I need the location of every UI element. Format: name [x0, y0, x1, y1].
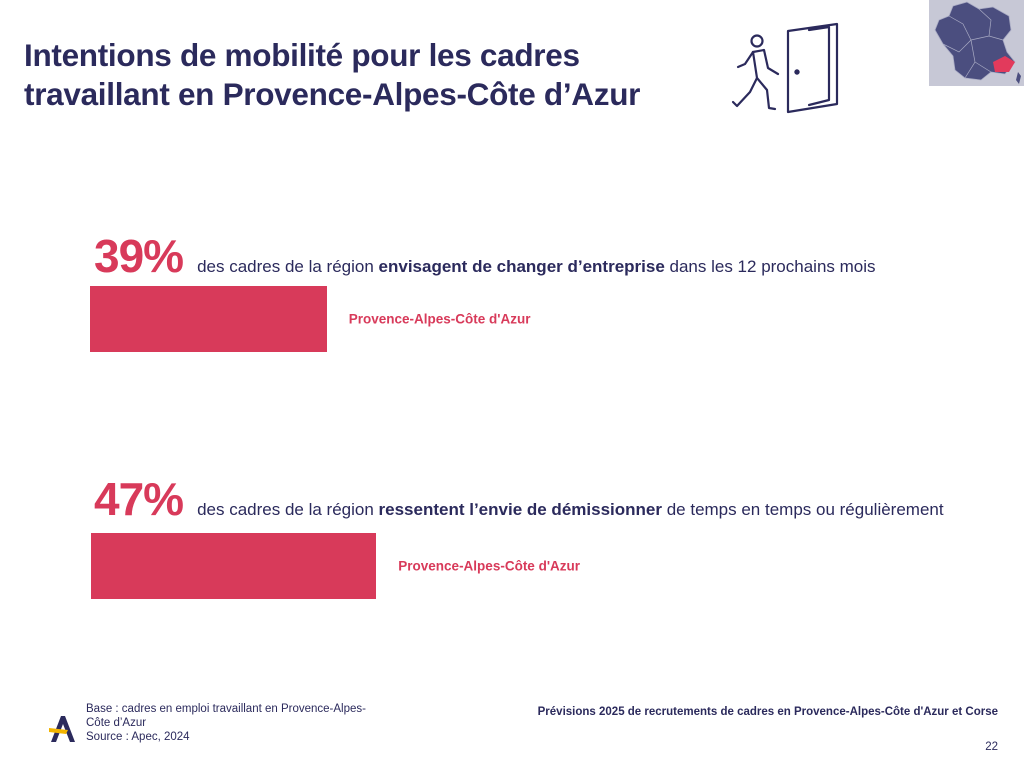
bar-label: Provence-Alpes-Côte d'Azur — [348, 311, 531, 327]
title-line-1: Intentions de mobilité pour les cadres — [24, 37, 580, 73]
desc-text-bold: envisagent de changer d’entreprise — [378, 257, 665, 276]
apec-logo-icon — [49, 716, 75, 742]
stat-resign: 47% des cadres de la région ressentent l… — [94, 476, 944, 522]
base-note: Base : cadres en emploi travaillant en P… — [86, 702, 436, 744]
stat-description: des cadres de la région ressentent l’env… — [197, 500, 944, 520]
stat-description: des cadres de la région envisagent de ch… — [197, 257, 875, 277]
desc-text-after: dans les 12 prochains mois — [664, 257, 876, 276]
bar-label: Provence-Alpes-Côte d'Azur — [398, 558, 581, 574]
desc-text-bold: ressentent l’envie de démissionner — [378, 500, 662, 519]
page-number: 22 — [985, 741, 998, 753]
page-title: Intentions de mobilité pour les cadres t… — [24, 36, 724, 114]
desc-text-before: des cadres de la région — [197, 500, 379, 519]
bar-resign — [91, 533, 377, 599]
base-line-2: Côte d’Azur — [86, 717, 147, 729]
footer-title: Prévisions 2025 de recrutements de cadre… — [537, 706, 998, 718]
france-map-icon — [934, 1, 1021, 84]
source-line: Source : Apec, 2024 — [86, 731, 190, 743]
bar-chart-change-company: Provence-Alpes-Côte d'Azur — [90, 286, 710, 352]
desc-text-before: des cadres de la région — [197, 257, 379, 276]
region-map — [929, 0, 1024, 86]
person-walking-through-door-icon — [731, 22, 839, 114]
base-line-1: Base : cadres en emploi travaillant en P… — [86, 703, 366, 715]
stat-percentage: 47% — [94, 473, 184, 525]
bar-chart-resign: Provence-Alpes-Côte d'Azur — [91, 533, 711, 599]
stat-percentage: 39% — [94, 230, 184, 282]
desc-text-after: de temps en temps ou régulièrement — [661, 500, 944, 519]
stat-change-company: 39% des cadres de la région envisagent d… — [94, 233, 876, 279]
bar-change-company — [90, 286, 327, 352]
title-line-2: travaillant en Provence-Alpes-Côte d’Azu… — [24, 76, 641, 112]
